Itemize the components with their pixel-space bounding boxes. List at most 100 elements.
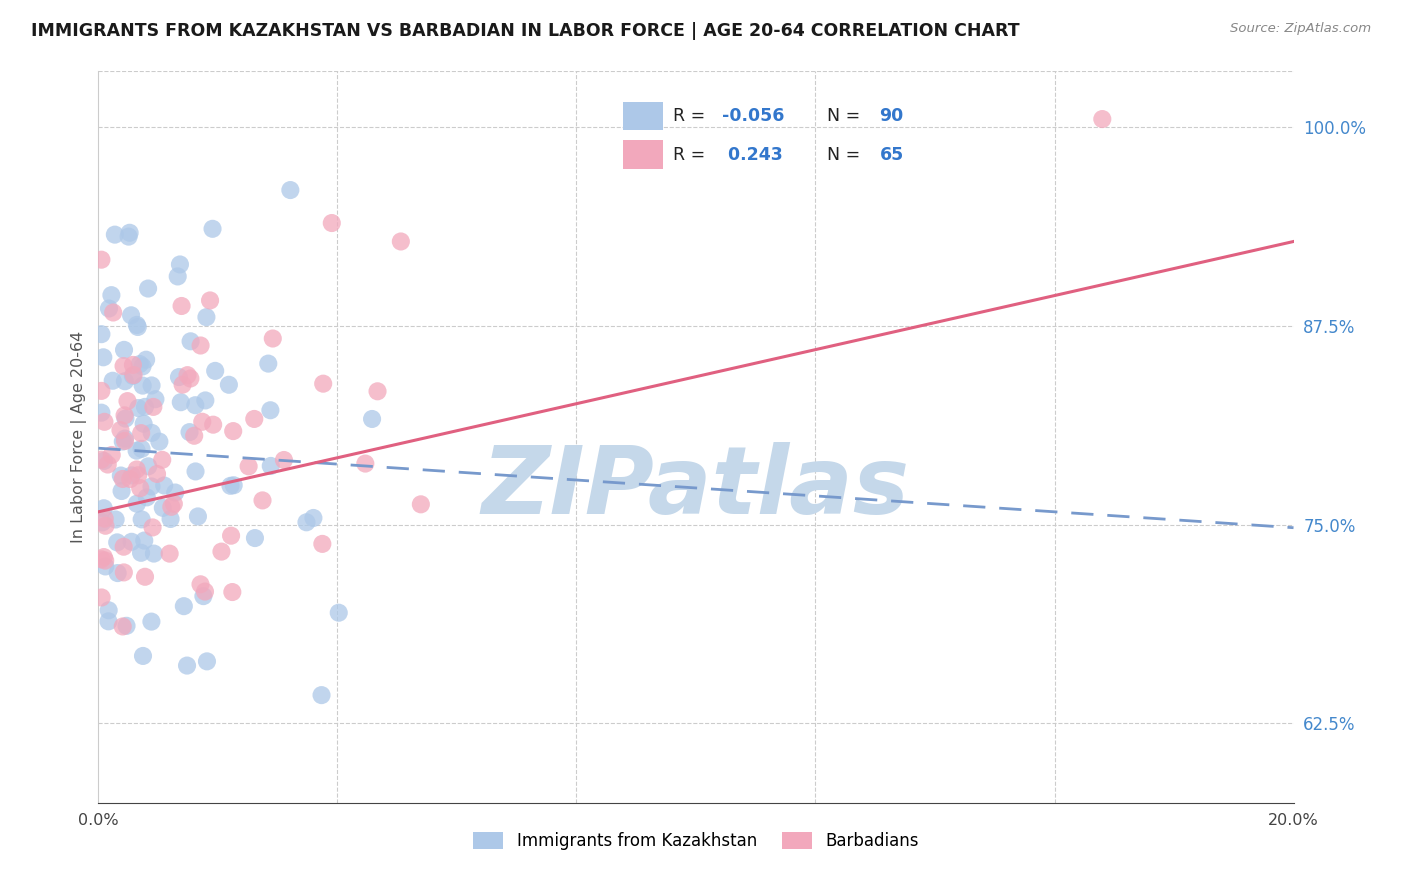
Point [97, 458, 120, 472]
Point [127, 468, 149, 483]
Point [114, 434, 136, 448]
Point [93, 550, 115, 565]
Point [132, 648, 155, 663]
Point [170, 299, 193, 313]
Point [141, 378, 163, 392]
Point [101, 374, 124, 388]
Point [141, 615, 163, 629]
Point [122, 368, 145, 382]
Point [131, 512, 153, 526]
Point [295, 516, 318, 530]
Point [173, 599, 195, 614]
Point [132, 417, 155, 431]
Point [93, 511, 115, 525]
Point [183, 429, 205, 443]
Point [150, 453, 173, 467]
Point [169, 257, 191, 271]
Point [94, 559, 117, 574]
Y-axis label: In Labor Force | Age 20-64: In Labor Force | Age 20-64 [72, 331, 87, 543]
Point [165, 485, 187, 500]
Text: ZIPatlas: ZIPatlas [482, 442, 910, 534]
Point [257, 357, 280, 371]
Point [312, 376, 335, 391]
Point [101, 305, 124, 319]
Point [125, 318, 148, 332]
Point [141, 479, 163, 493]
Point [105, 535, 128, 549]
Point [112, 566, 135, 580]
Point [97, 603, 120, 617]
Point [91, 516, 114, 530]
Point [193, 589, 215, 603]
Point [104, 512, 127, 526]
Point [218, 377, 240, 392]
Point [94, 553, 117, 567]
Point [115, 619, 138, 633]
Point [302, 511, 325, 525]
Point [409, 497, 432, 511]
Point [142, 400, 165, 414]
Point [166, 269, 188, 284]
Point [127, 320, 149, 334]
Point [184, 465, 207, 479]
Point [194, 393, 217, 408]
Point [97, 615, 120, 629]
Point [104, 227, 127, 242]
Text: Source: ZipAtlas.com: Source: ZipAtlas.com [1230, 22, 1371, 36]
Point [167, 370, 190, 384]
Point [111, 434, 134, 449]
Point [148, 434, 170, 449]
Point [243, 412, 266, 426]
Point [187, 509, 209, 524]
Point [179, 425, 201, 439]
Point [134, 533, 156, 548]
Point [129, 426, 152, 441]
Point [98, 301, 121, 316]
Point [222, 478, 245, 492]
Point [111, 619, 134, 633]
Point [93, 454, 115, 468]
Point [191, 415, 214, 429]
Point [90, 384, 112, 398]
Point [172, 377, 194, 392]
Point [134, 400, 156, 414]
Point [219, 529, 242, 543]
Point [93, 415, 115, 429]
Point [146, 467, 169, 481]
Point [153, 478, 176, 492]
Point [112, 540, 135, 554]
Point [159, 547, 181, 561]
Legend: Immigrants from Kazakhstan, Barbadians: Immigrants from Kazakhstan, Barbadians [467, 825, 925, 856]
Point [311, 537, 333, 551]
Point [114, 374, 136, 388]
Point [243, 531, 266, 545]
Point [112, 343, 135, 357]
Point [93, 501, 115, 516]
Point [273, 453, 295, 467]
Point [128, 357, 150, 371]
Point [141, 425, 163, 440]
Point [152, 500, 174, 515]
Point [135, 491, 157, 505]
Point [114, 411, 136, 425]
Point [100, 448, 122, 462]
Point [112, 359, 135, 373]
Point [125, 443, 148, 458]
Point [110, 423, 132, 437]
Point [211, 544, 233, 558]
Point [129, 546, 152, 560]
Point [389, 235, 412, 249]
Point [91, 351, 114, 365]
Point [163, 497, 186, 511]
Point [110, 468, 132, 483]
Point [111, 472, 134, 486]
Point [135, 352, 157, 367]
Text: IMMIGRANTS FROM KAZAKHSTAN VS BARBADIAN IN LABOR FORCE | AGE 20-64 CORRELATION C: IMMIGRANTS FROM KAZAKHSTAN VS BARBADIAN … [31, 22, 1019, 40]
Point [160, 500, 183, 514]
Point [110, 483, 132, 498]
Point [134, 570, 156, 584]
Point [121, 468, 143, 483]
Point [120, 472, 142, 486]
Point [125, 462, 148, 476]
Point [195, 654, 218, 668]
